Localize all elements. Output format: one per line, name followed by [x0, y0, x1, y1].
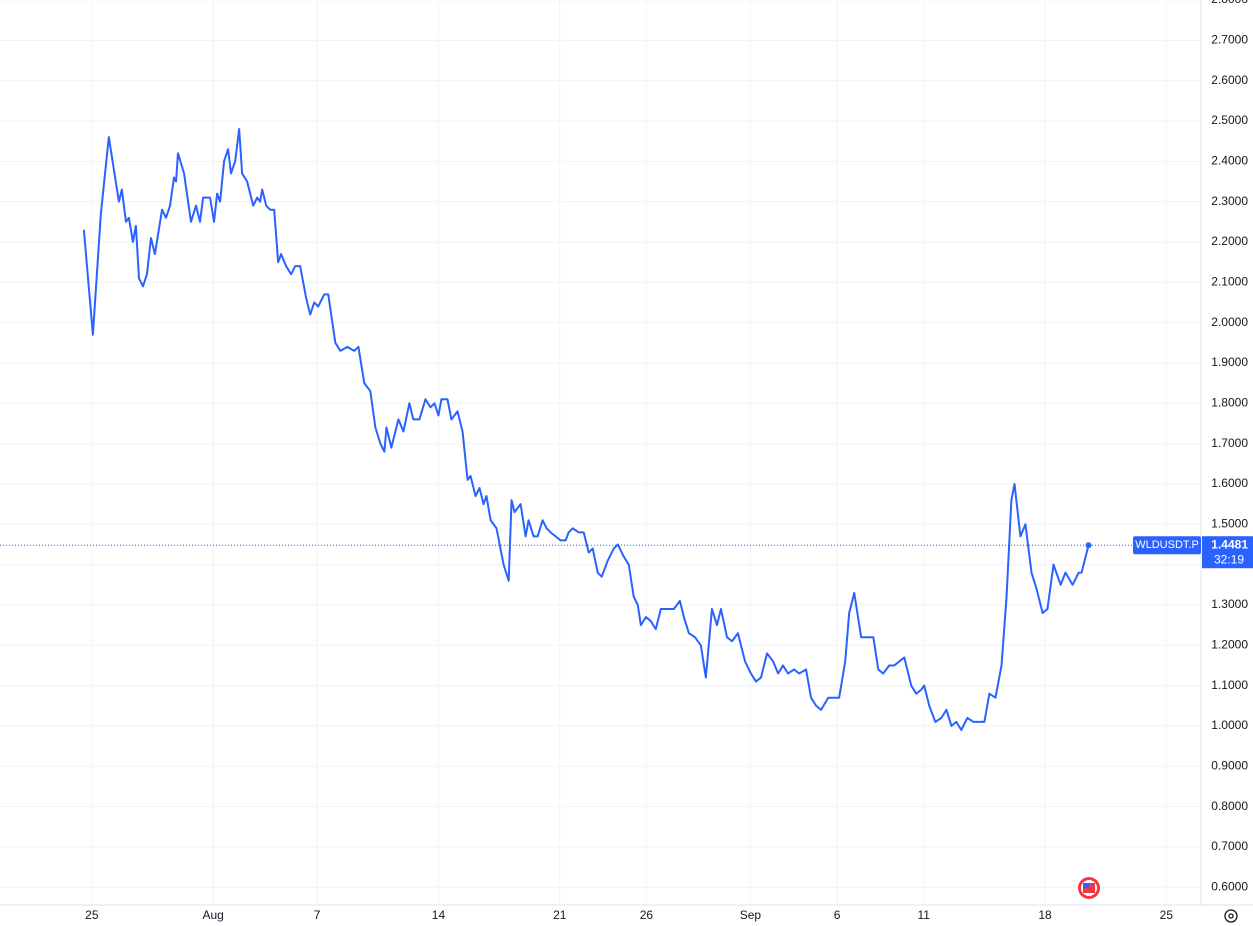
y-tick-label: 1.0000 [1211, 718, 1248, 732]
x-tick-label: 11 [917, 908, 930, 922]
y-tick-label: 0.7000 [1211, 839, 1248, 853]
grid [0, 0, 1201, 905]
x-tick-label: 25 [85, 908, 99, 922]
y-tick-label: 1.2000 [1211, 637, 1248, 651]
x-tick-label: 21 [553, 908, 567, 922]
symbol-label-bg [1133, 536, 1201, 555]
y-tick-label: 1.7000 [1211, 436, 1248, 450]
y-tick-label: 1.1000 [1211, 678, 1248, 692]
y-tick-label: 1.9000 [1211, 355, 1248, 369]
y-tick-label: 1.3000 [1211, 597, 1248, 611]
y-tick-label: 2.3000 [1211, 194, 1248, 208]
x-tick-label: Aug [202, 908, 223, 922]
y-tick-label: 2.6000 [1211, 73, 1248, 87]
x-tick-label: 6 [834, 908, 841, 922]
y-tick-label: 0.8000 [1211, 799, 1248, 813]
x-tick-label: Sep [740, 908, 762, 922]
gear-inner[interactable] [1228, 913, 1234, 919]
y-tick-label: 2.5000 [1211, 113, 1248, 127]
settings-icon[interactable] [1224, 909, 1238, 923]
y-tick-label: 1.8000 [1211, 395, 1248, 409]
y-tick-label: 2.7000 [1211, 33, 1248, 47]
flag-icon[interactable] [1078, 877, 1100, 899]
symbol-label: WLDUSDT.P [1135, 539, 1199, 551]
y-tick-label: 2.8000 [1211, 0, 1248, 6]
last-point [1085, 542, 1092, 549]
y-tick-label: 2.2000 [1211, 234, 1248, 248]
y-tick-label: 2.0000 [1211, 315, 1248, 329]
x-tick-label: 7 [314, 908, 321, 922]
price-label-bg [1202, 536, 1253, 569]
gear-outer[interactable] [1224, 909, 1238, 923]
price-line [82, 128, 1090, 731]
y-tick-label: 1.5000 [1211, 516, 1248, 530]
y-tick-label: 2.1000 [1211, 274, 1248, 288]
y-tick-label: 2.4000 [1211, 153, 1248, 167]
y-tick-label: 0.9000 [1211, 758, 1248, 772]
x-tick-label: 26 [640, 908, 654, 922]
x-tick-label: 14 [432, 908, 446, 922]
x-tick-label: 25 [1160, 908, 1174, 922]
price-label: 1.4481 [1211, 537, 1248, 551]
y-tick-label: 1.6000 [1211, 476, 1248, 490]
x-tick-label: 18 [1038, 908, 1052, 922]
y-tick-label: 0.6000 [1211, 879, 1248, 893]
flag-canton[interactable] [1083, 883, 1089, 888]
countdown-label: 32:19 [1214, 552, 1244, 566]
